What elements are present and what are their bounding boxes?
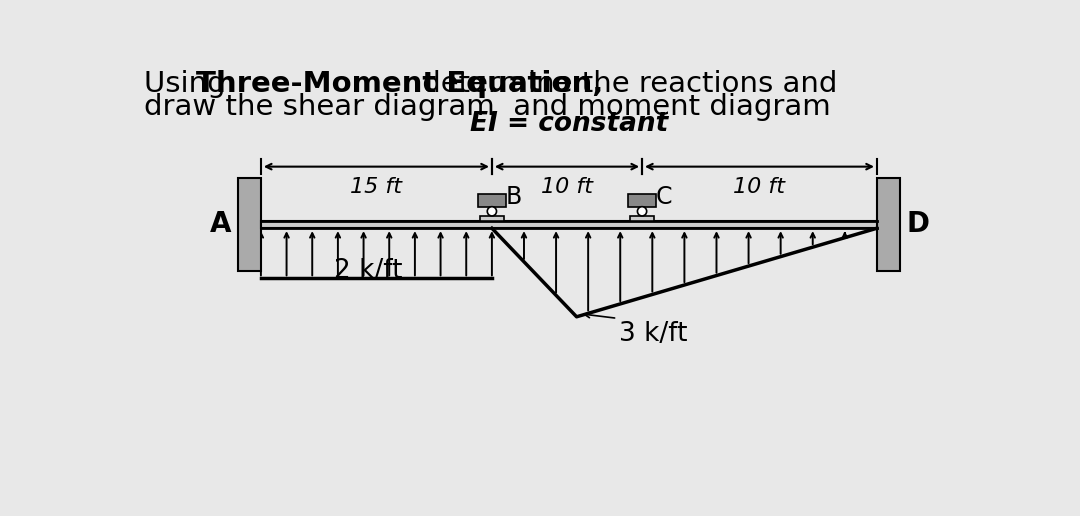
Bar (877, 178, 900, 270)
Text: 15 ft: 15 ft (350, 178, 403, 198)
Text: B: B (505, 185, 522, 209)
Text: draw the shear diagram  and moment diagram: draw the shear diagram and moment diagra… (144, 93, 831, 121)
Bar (478, 195, 505, 207)
Bar (630, 216, 654, 220)
Bar (261, 220, 877, 228)
Text: EI = constant: EI = constant (470, 111, 669, 137)
Text: D: D (906, 211, 929, 238)
Text: 2 k/ft: 2 k/ft (335, 259, 403, 284)
Text: determine the reactions and: determine the reactions and (414, 70, 838, 98)
Bar (480, 216, 504, 220)
Text: Using: Using (144, 70, 234, 98)
Text: 10 ft: 10 ft (733, 178, 785, 198)
Text: A: A (211, 211, 231, 238)
Bar (629, 195, 656, 207)
Text: Three-Moment Equation,: Three-Moment Equation, (197, 70, 604, 98)
Text: 3 k/ft: 3 k/ft (619, 320, 688, 347)
Ellipse shape (637, 207, 647, 216)
Text: C: C (656, 185, 673, 209)
Text: 10 ft: 10 ft (541, 178, 593, 198)
Bar (238, 178, 261, 270)
Ellipse shape (487, 207, 497, 216)
